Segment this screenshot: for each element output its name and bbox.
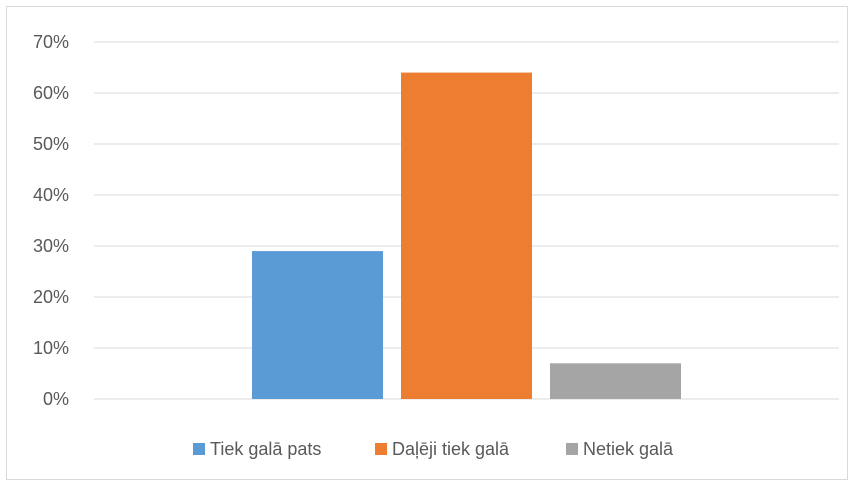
legend-item: Tiek galā pats <box>193 439 321 459</box>
legend-item: Daļēji tiek galā <box>375 439 510 459</box>
y-tick-label: 20% <box>33 287 69 307</box>
legend-label: Netiek galā <box>583 439 674 459</box>
chart-frame: 0% 10% 20% 30% 40% 50% 60% 70% Tiek galā pats Da… <box>6 6 848 480</box>
bar-2 <box>401 72 532 399</box>
y-tick-label: 50% <box>33 134 69 154</box>
y-tick-label: 40% <box>33 185 69 205</box>
legend-label: Tiek galā pats <box>210 439 321 459</box>
legend: Tiek galā pats Daļēji tiek galā Netiek gal… <box>193 439 674 459</box>
legend-swatch <box>375 443 387 455</box>
y-tick-label: 10% <box>33 338 69 358</box>
legend-swatch <box>566 443 578 455</box>
legend-item: Netiek galā <box>566 439 674 459</box>
bar-chart: 0% 10% 20% 30% 40% 50% 60% 70% Tiek galā pats Da… <box>33 32 839 459</box>
bar-3 <box>550 363 681 399</box>
y-tick-label: 70% <box>33 32 69 52</box>
legend-label: Daļēji tiek galā <box>392 439 510 459</box>
y-tick-label: 30% <box>33 236 69 256</box>
y-tick-label: 60% <box>33 83 69 103</box>
bar-1 <box>252 251 383 399</box>
bars <box>252 72 681 399</box>
y-axis-ticks: 0% 10% 20% 30% 40% 50% 60% 70% <box>33 32 69 409</box>
y-tick-label: 0% <box>43 389 69 409</box>
legend-swatch <box>193 443 205 455</box>
